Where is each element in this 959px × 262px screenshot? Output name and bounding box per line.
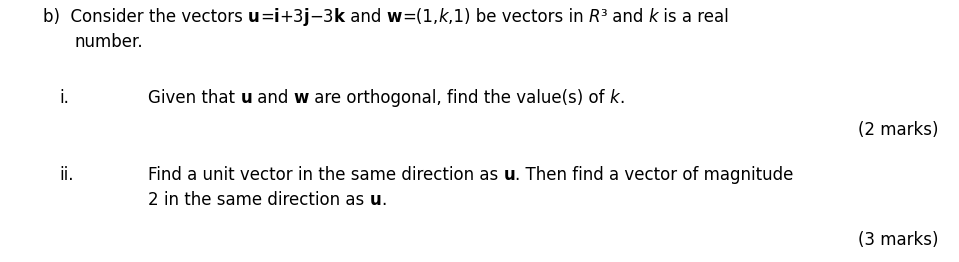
Text: number.: number. — [74, 33, 143, 51]
Text: and: and — [345, 8, 386, 26]
Text: and: and — [607, 8, 648, 26]
Text: . Then find a vector of magnitude: . Then find a vector of magnitude — [515, 166, 794, 184]
Text: k: k — [610, 89, 620, 107]
Text: and: and — [252, 89, 293, 107]
Text: −3: −3 — [310, 8, 334, 26]
Text: (3 marks): (3 marks) — [858, 231, 939, 249]
Text: j: j — [304, 8, 310, 26]
Text: .: . — [620, 89, 624, 107]
Text: 2 in the same direction as: 2 in the same direction as — [148, 191, 369, 209]
Text: is a real: is a real — [658, 8, 729, 26]
Text: u: u — [248, 8, 260, 26]
Text: k: k — [438, 8, 448, 26]
Text: k: k — [648, 8, 658, 26]
Text: R: R — [589, 8, 600, 26]
Text: b)  Consider the vectors: b) Consider the vectors — [43, 8, 248, 26]
Text: i.: i. — [59, 89, 69, 107]
Text: Given that: Given that — [148, 89, 241, 107]
Text: ,1) be vectors in: ,1) be vectors in — [448, 8, 589, 26]
Text: i: i — [273, 8, 279, 26]
Text: =(1,: =(1, — [402, 8, 438, 26]
Text: u: u — [369, 191, 382, 209]
Text: +3: +3 — [279, 8, 304, 26]
Text: u: u — [503, 166, 515, 184]
Text: Find a unit vector in the same direction as: Find a unit vector in the same direction… — [148, 166, 503, 184]
Text: are orthogonal, find the value(s) of: are orthogonal, find the value(s) of — [309, 89, 610, 107]
Text: k: k — [334, 8, 345, 26]
Text: w: w — [386, 8, 402, 26]
Text: .: . — [382, 191, 386, 209]
Text: w: w — [293, 89, 309, 107]
Text: ³: ³ — [600, 8, 607, 26]
Text: ii.: ii. — [59, 166, 74, 184]
Text: (2 marks): (2 marks) — [858, 121, 939, 139]
Text: u: u — [241, 89, 252, 107]
Text: =: = — [260, 8, 273, 26]
